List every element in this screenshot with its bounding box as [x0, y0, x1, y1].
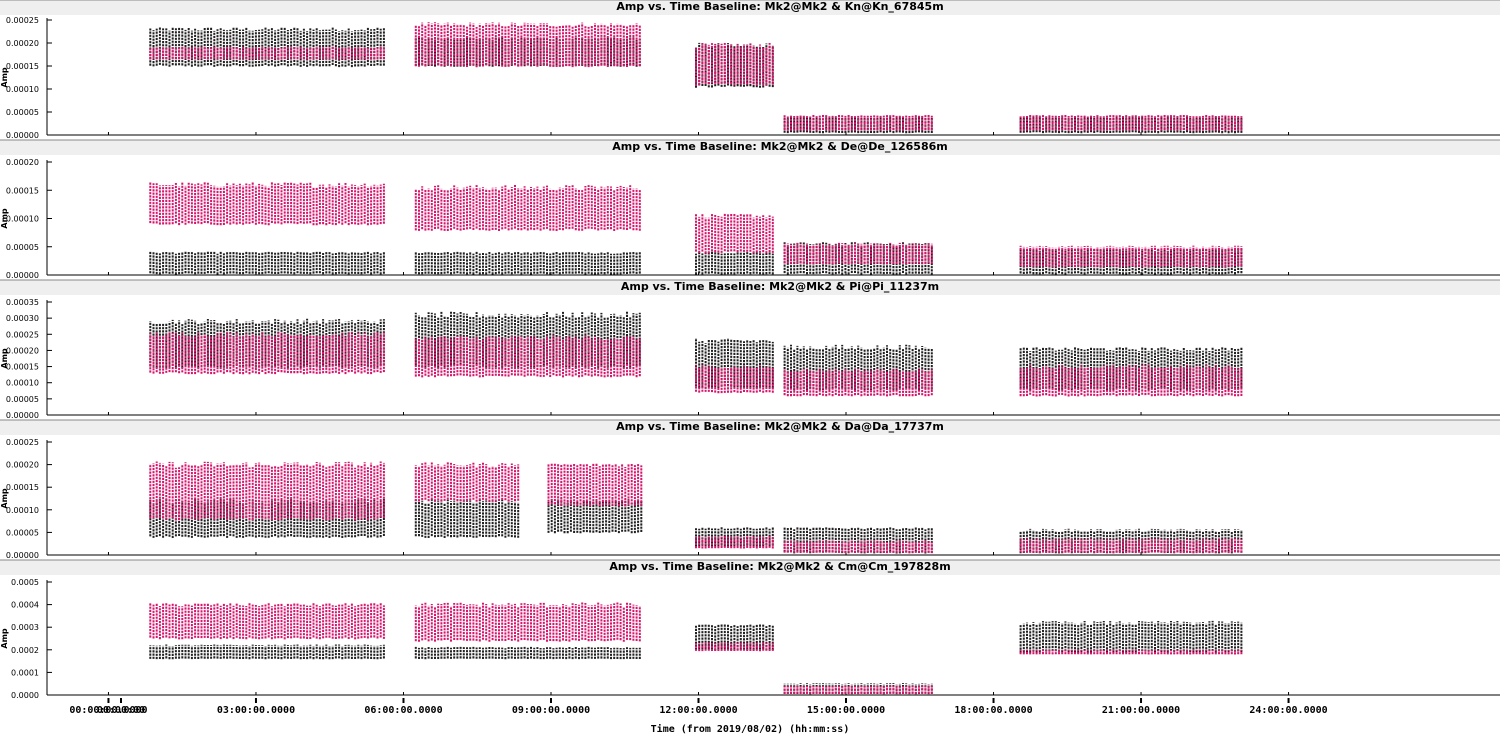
- x-tick-label: 06:00:00.0000: [364, 705, 442, 716]
- y-tick-label: 0.0003: [11, 623, 39, 632]
- scan-2: [414, 22, 641, 68]
- y-axis-label: Amp: [0, 348, 9, 369]
- y-tick-label: 0.00000: [6, 271, 39, 280]
- y-axis-label: Amp: [0, 628, 9, 649]
- scan-5: [1019, 114, 1243, 134]
- y-tick-label: 0.0000: [11, 691, 39, 700]
- y-tick-label: 0.00020: [6, 461, 39, 470]
- y-tick-label: 0.00015: [6, 483, 39, 492]
- y-tick-label: 0.00000: [6, 411, 39, 420]
- y-tick-label: 0.00025: [6, 330, 39, 339]
- scan-2: [414, 311, 641, 378]
- y-tick-label: 0.00000: [6, 131, 39, 140]
- panel-5: Amp vs. Time Baseline: Mk2@Mk2 & Cm@Cm_1…: [0, 559, 1500, 700]
- y-tick-label: 0.0005: [11, 578, 39, 587]
- panel-title: Amp vs. Time Baseline: Mk2@Mk2 & Pi@Pi_1…: [621, 280, 939, 293]
- panel-2: Amp vs. Time Baseline: Mk2@Mk2 & De@De_1…: [0, 139, 1500, 280]
- x-tick-label: 09:00:00.0000: [512, 705, 590, 716]
- y-tick-label: 0.00020: [6, 346, 39, 355]
- scan-1: [149, 461, 385, 538]
- scan-4: [783, 344, 933, 397]
- y-tick-label: 0.0001: [11, 668, 39, 677]
- x-tick-label: 24:00:00.0000: [1249, 705, 1327, 716]
- panel-title: Amp vs. Time Baseline: Mk2@Mk2 & De@De_1…: [612, 140, 947, 153]
- x-tick-label: 00:00:00: [97, 705, 145, 716]
- x-axis-label: Time (from 2019/08/02) (hh:mm:ss): [651, 723, 850, 735]
- y-tick-label: 0.00005: [6, 243, 39, 252]
- scan-3: [695, 623, 774, 652]
- y-tick-label: 0.00015: [6, 186, 39, 195]
- y-tick-label: 0.00005: [6, 528, 39, 537]
- y-tick-label: 0.00025: [6, 438, 39, 447]
- y-tick-label: 0.00010: [6, 215, 39, 224]
- x-tick-label: 15:00:00.0000: [807, 705, 885, 716]
- x-tick-label: 00:00:00.0000: [69, 705, 147, 716]
- scan-4: [783, 683, 933, 695]
- y-tick-label: 0.00015: [6, 62, 39, 71]
- y-tick-label: 0.00035: [6, 298, 39, 307]
- y-axis-label: Amp: [0, 67, 9, 88]
- scan-5: [1019, 346, 1243, 397]
- y-tick-label: 0.00005: [6, 108, 39, 117]
- scan-4: [695, 527, 774, 549]
- panel-1: Amp vs. Time Baseline: Mk2@Mk2 & Kn@Kn_6…: [0, 0, 1500, 140]
- x-tick-label: 12:00:00.0000: [659, 705, 737, 716]
- y-axis-label: Amp: [0, 488, 9, 509]
- y-tick-label: 0.0002: [11, 646, 39, 655]
- x-tick-label: 21:00:00.0000: [1102, 705, 1180, 716]
- y-tick-label: 0.00030: [6, 314, 39, 323]
- scan-3: [547, 462, 643, 534]
- scan-1: [149, 182, 385, 275]
- y-tick-label: 0.00020: [6, 158, 39, 167]
- x-tick-label: 03:00:00.0000: [217, 705, 295, 716]
- scan-6: [1019, 528, 1243, 554]
- title-band: [0, 420, 1500, 435]
- scan-5: [1019, 620, 1243, 655]
- y-tick-label: 0.00000: [6, 551, 39, 560]
- panel-3: Amp vs. Time Baseline: Mk2@Mk2 & Pi@Pi_1…: [0, 279, 1500, 420]
- scan-1: [149, 318, 385, 375]
- x-tick-label: 18:00:00.0000: [954, 705, 1032, 716]
- y-tick-label: 0.0004: [11, 601, 39, 610]
- y-tick-label: 0.00025: [6, 16, 39, 25]
- title-band: [0, 280, 1500, 295]
- scan-3: [695, 338, 774, 394]
- scan-5: [1019, 245, 1243, 275]
- y-tick-label: 0.00005: [6, 395, 39, 404]
- panel-title: Amp vs. Time Baseline: Mk2@Mk2 & Da@Da_1…: [616, 420, 944, 433]
- scan-3: [695, 213, 774, 275]
- y-axis-label: Amp: [0, 208, 9, 229]
- scan-5: [783, 526, 933, 554]
- panel-title: Amp vs. Time Baseline: Mk2@Mk2 & Cm@Cm_1…: [609, 560, 950, 573]
- scan-4: [783, 114, 933, 134]
- scan-3: [695, 42, 774, 88]
- y-tick-label: 0.00010: [6, 379, 39, 388]
- title-band: [0, 0, 1500, 15]
- scan-1: [149, 602, 385, 660]
- scan-1: [149, 27, 385, 68]
- scan-2: [414, 185, 641, 275]
- y-tick-label: 0.00010: [6, 85, 39, 94]
- y-tick-label: 0.00020: [6, 39, 39, 48]
- y-tick-label: 0.00015: [6, 363, 39, 372]
- y-tick-label: 0.00010: [6, 506, 39, 515]
- scan-2: [414, 602, 641, 660]
- panel-4: Amp vs. Time Baseline: Mk2@Mk2 & Da@Da_1…: [0, 419, 1500, 560]
- title-band: [0, 560, 1500, 575]
- x-axis: 00:00:0000:00:00.0000 03:00:00.0000 06:00:…: [69, 698, 1328, 735]
- scan-2: [414, 462, 520, 538]
- scan-4: [783, 242, 933, 275]
- panel-title: Amp vs. Time Baseline: Mk2@Mk2 & Kn@Kn_6…: [616, 0, 943, 13]
- title-band: [0, 140, 1500, 155]
